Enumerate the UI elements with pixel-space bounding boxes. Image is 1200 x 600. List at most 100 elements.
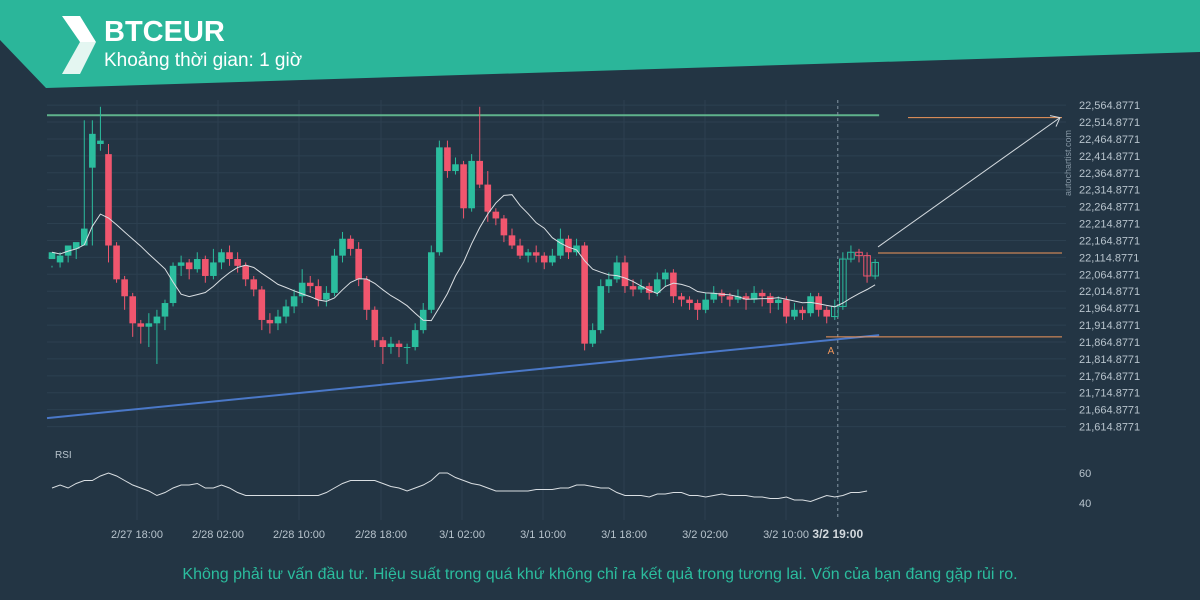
time-tick-label: 3/2 10:00 [763, 529, 809, 541]
candle-body [565, 238, 572, 253]
candle [226, 245, 233, 266]
candle [662, 269, 669, 287]
candle [670, 269, 677, 304]
candle [500, 215, 508, 243]
price-tick-label: 21,714.8771 [1079, 388, 1140, 400]
candle [678, 292, 685, 307]
candle-body [549, 255, 556, 263]
candle-body [210, 262, 217, 276]
candle-body [339, 238, 346, 256]
candle-body [379, 340, 387, 348]
candle [121, 275, 128, 310]
candle [589, 323, 596, 348]
candle [436, 140, 443, 256]
candle [242, 262, 249, 287]
candle-body [678, 296, 685, 300]
candle [524, 248, 532, 263]
candle-body [855, 251, 863, 257]
price-tick-label: 22,114.8771 [1079, 252, 1139, 264]
candle [823, 306, 831, 324]
candle [775, 296, 782, 310]
candle [629, 279, 637, 297]
candle [516, 238, 524, 260]
candle-body [686, 299, 693, 304]
candle-body [72, 242, 80, 249]
candle-body [177, 262, 185, 266]
candle [193, 252, 201, 273]
candle [105, 143, 112, 263]
candle [218, 248, 225, 270]
candle-body [274, 316, 282, 324]
candle-body [597, 286, 605, 331]
candle-body [581, 245, 588, 344]
candle-body [573, 245, 580, 253]
candle [347, 235, 354, 256]
price-tick-label: 22,014.8771 [1079, 286, 1140, 298]
candle [686, 296, 693, 310]
candle-body [282, 306, 290, 317]
candle-body [524, 252, 532, 256]
candle-body [645, 286, 653, 293]
candle-body [670, 272, 677, 297]
candle [766, 292, 774, 314]
candle [476, 106, 484, 188]
candle [145, 313, 153, 348]
candle [710, 286, 718, 304]
candle [274, 309, 282, 331]
candle [387, 336, 395, 354]
candle [234, 252, 241, 273]
candle-body [48, 252, 56, 260]
candle [89, 120, 96, 246]
candle-body [427, 252, 435, 310]
candle [161, 299, 169, 331]
rsi-line [51, 472, 868, 503]
candle [694, 299, 701, 320]
price-tick-label: 21,614.8771 [1079, 422, 1140, 434]
candle-body [742, 296, 750, 300]
candle-body [169, 265, 177, 304]
time-tick-label: 2/28 10:00 [273, 529, 325, 541]
candle [750, 286, 758, 304]
candle-body [347, 238, 354, 249]
candle-body [80, 228, 88, 246]
candle [306, 275, 314, 293]
candle-body [492, 211, 500, 219]
candle [540, 252, 548, 270]
candle [72, 242, 80, 260]
price-tick-label: 21,764.8771 [1079, 371, 1140, 383]
candle [460, 160, 467, 219]
price-tick-label: 22,264.8771 [1079, 202, 1140, 214]
candle-body [807, 296, 814, 314]
candle [315, 279, 322, 307]
candle-body [218, 252, 225, 263]
candle-body [387, 343, 395, 348]
candle [48, 252, 56, 268]
price-tick-label: 22,414.8771 [1079, 151, 1140, 163]
candle-body [702, 299, 709, 310]
price-tick-label: 21,914.8771 [1079, 320, 1140, 332]
candle-body [298, 282, 306, 297]
candle [177, 255, 185, 276]
candle-body [476, 160, 484, 185]
candle-body [726, 296, 734, 300]
candle [508, 228, 516, 249]
candle-body [89, 133, 96, 168]
candle [202, 255, 209, 283]
candle [863, 252, 871, 283]
rsi-label: RSI [55, 450, 72, 461]
candle [411, 323, 419, 351]
price-tick-label: 21,664.8771 [1079, 405, 1140, 417]
candle-body [589, 330, 596, 344]
candle-body [395, 343, 403, 348]
time-tick-label: 2/28 02:00 [192, 529, 244, 541]
candle-body [266, 319, 274, 324]
disclaimer-text: Không phải tư vấn đầu tư. Hiệu suất tron… [182, 566, 1018, 583]
candle-body [371, 309, 379, 341]
candle-body [540, 255, 548, 263]
candle [871, 259, 879, 280]
header-banner [0, 0, 1200, 88]
candle [468, 154, 475, 212]
candle [783, 296, 790, 324]
price-tick-label: 22,164.8771 [1079, 235, 1140, 247]
price-tick-label: 21,964.8771 [1079, 303, 1140, 315]
